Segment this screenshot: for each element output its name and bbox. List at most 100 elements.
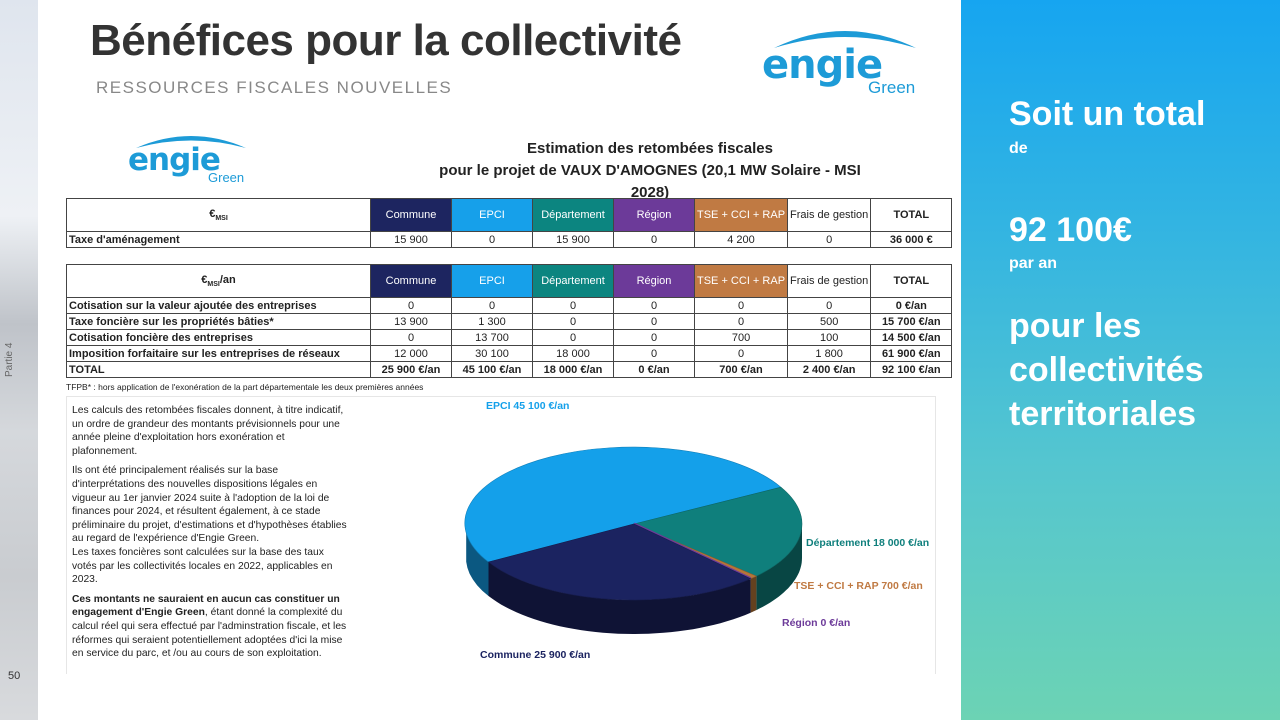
unit-symbol: €	[201, 273, 208, 286]
paragraph-4-rest: , étant donné la complexité du calcul ré…	[72, 607, 347, 660]
table-cell: 30 100	[451, 345, 533, 362]
summary-line1: Soit un total	[1009, 95, 1206, 133]
tax-amenagement-table: €MSI Commune EPCI Département Région TSE + C…	[66, 198, 953, 248]
estimation-line2: pour le projet de VAUX D'AMOGNES (20,1 M…	[439, 162, 861, 201]
pie-label-région: Région 0 €/an	[782, 617, 851, 629]
pie-slice-commune	[487, 523, 752, 601]
table-cell: 4 200	[693, 231, 789, 248]
header-commune: Commune	[370, 264, 452, 298]
table-row: Cotisation foncière des entreprises 0 13 7…	[66, 329, 953, 346]
table-cell: 0	[613, 345, 695, 362]
paragraph-3: Les taxes foncières sont calculées sur l…	[72, 546, 333, 586]
paragraph-1: Les calculs des retombées fiscales donne…	[72, 405, 344, 457]
row-label: Taxe d'aménagement	[66, 231, 371, 248]
total-row: TOTAL 25 900 €/an 45 100 €/an 18 000 €/an 0 …	[66, 361, 953, 378]
table-cell: 0	[787, 231, 872, 248]
table-cell: 14 500 €/an	[870, 329, 953, 346]
header-tse-cci-rap: TSE + CCI + RAP	[693, 264, 789, 298]
table-cell: 1 800	[787, 345, 872, 362]
table-cell: 0	[693, 313, 789, 330]
row-label: Cotisation foncière des entreprises	[66, 329, 371, 346]
table-cell: 0	[370, 297, 452, 314]
header-commune: Commune	[370, 198, 452, 232]
header-tse-cci-rap: TSE + CCI + RAP	[693, 198, 789, 232]
details-box	[66, 396, 936, 674]
table-cell: 100	[787, 329, 872, 346]
header-département: Département	[532, 198, 614, 232]
header-epci: EPCI	[451, 198, 533, 232]
header-total: TOTAL	[870, 198, 953, 232]
table-cell: 1 300	[451, 313, 533, 330]
header-epci: EPCI	[451, 264, 533, 298]
table-cell: 12 000	[370, 345, 452, 362]
total-cell: 0 €/an	[613, 361, 695, 378]
summary-amount: 92 100€	[1009, 211, 1132, 249]
estimation-line1: Estimation des retombées fiscales	[527, 140, 773, 157]
summary-line2: de	[1009, 140, 1028, 157]
page-subtitle: RESSOURCES FISCALES NOUVELLES	[96, 78, 453, 97]
table-cell: 0	[451, 231, 533, 248]
logo-arc-icon	[136, 136, 246, 148]
left-strip: Partie 4 50	[0, 0, 38, 720]
disclaimer-text: Les calculs des retombées fiscales donne…	[72, 404, 348, 667]
total-cell: 45 100 €/an	[451, 361, 533, 378]
table-cell: 0	[532, 297, 614, 314]
table-cell: 500	[787, 313, 872, 330]
table-cell: 0	[370, 329, 452, 346]
table-cell: 15 900	[532, 231, 614, 248]
pie-slice-département	[633, 486, 803, 577]
table-cell: 0	[787, 297, 872, 314]
table-row: Taxe foncière sur les propriétés bâties*…	[66, 313, 953, 330]
row-label: Imposition forfaitaire sur les entrepris…	[66, 345, 371, 362]
table-cell: 0	[613, 313, 695, 330]
row-label: Cotisation sur la valeur ajoutée des ent…	[66, 297, 371, 314]
estimation-title: Estimation des retombées fiscales pour l…	[420, 138, 880, 204]
pie-side-département	[756, 523, 802, 611]
header-frais-de-gestion: Frais de gestion	[787, 264, 872, 298]
table-cell: 0	[532, 329, 614, 346]
unit-sub: MSI	[207, 281, 220, 289]
pie-label-epci: EPCI 45 100 €/an	[486, 400, 570, 412]
unit-suffix: /an	[219, 273, 236, 286]
header-région: Région	[613, 264, 695, 298]
unit-header: €MSI	[66, 198, 371, 232]
table-cell: 61 900 €/an	[870, 345, 953, 362]
table-row: Taxe d'aménagement 15 900 0 15 900 0 4 200 0 36…	[66, 231, 953, 248]
table-cell: 0	[613, 231, 695, 248]
pie-side-commune	[488, 562, 751, 634]
engie-green-logo-small: ENGIE Green	[126, 128, 256, 188]
total-label: TOTAL	[66, 361, 371, 378]
table-cell: 36 000 €	[870, 231, 953, 248]
total-cell: 2 400 €/an	[787, 361, 872, 378]
paragraph-2: Ils ont été principalement réalisés sur …	[72, 465, 347, 545]
summary-line4: collectivités	[1009, 351, 1204, 389]
table-cell: 0	[613, 329, 695, 346]
unit-sub: MSI	[215, 215, 228, 223]
table-row: Cotisation sur la valeur ajoutée des ent…	[66, 297, 953, 314]
page-number: 50	[8, 670, 21, 682]
section-label: Partie 4	[4, 342, 15, 378]
pie-label-tse-cci-rap: TSE + CCI + RAP 700 €/an	[794, 580, 923, 592]
header-département: Département	[532, 264, 614, 298]
row-label: Taxe foncière sur les propriétés bâties*	[66, 313, 371, 330]
summary-line5: territoriales	[1009, 395, 1197, 433]
table-header-row: €MSI Commune EPCI Département Région TSE + C…	[66, 198, 953, 232]
table-cell: 0 €/an	[870, 297, 953, 314]
logo-sub: Green	[868, 78, 916, 97]
pie-slice-epci	[464, 446, 782, 563]
header-total: TOTAL	[870, 264, 953, 298]
pie-side-tse-cci-rap	[750, 576, 757, 613]
summary-line3: pour les	[1009, 307, 1142, 345]
table-cell: 0	[613, 297, 695, 314]
summary-panel: Soit un total de 92 100€ par an pour les…	[961, 0, 1280, 720]
table-cell: 700	[693, 329, 789, 346]
logo-word: ENGIE	[762, 42, 883, 88]
logo-sub: Green	[208, 170, 245, 185]
unit-header: €MSI/an	[66, 264, 371, 298]
table-cell: 0	[532, 313, 614, 330]
summary-period: par an	[1009, 255, 1058, 272]
page-title: Bénéfices pour la collectivité	[90, 16, 682, 65]
logo-arc-icon	[774, 31, 916, 48]
header-frais-de-gestion: Frais de gestion	[787, 198, 872, 232]
table-header-row: €MSI/an Commune EPCI Département Région TSE …	[66, 264, 953, 298]
